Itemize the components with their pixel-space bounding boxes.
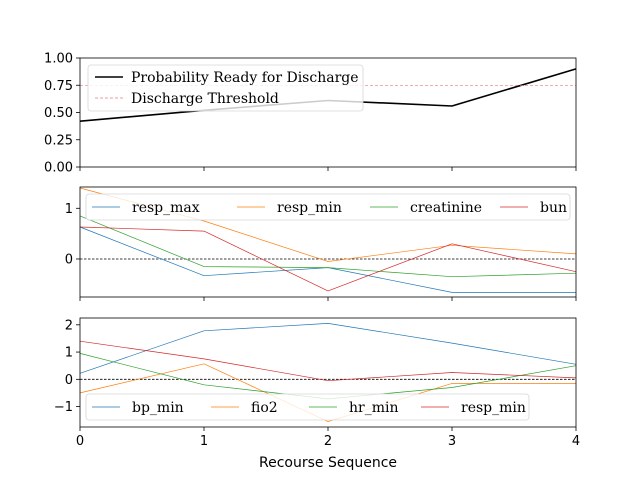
legend-label: creatinine: [410, 200, 482, 216]
legend: Probability Ready for Discharge Discharge…: [87, 64, 364, 112]
legend-box: [87, 64, 364, 112]
legend-label: resp_min: [277, 200, 342, 216]
y-tick-label: 0: [65, 252, 73, 267]
legend-label: resp_min: [461, 400, 526, 416]
panel-probability: 0.00 0.25 0.50 0.75 1.00 Probability Ready fo…: [44, 52, 577, 176]
legend-box: [85, 193, 571, 221]
y-tick-label: 1.00: [44, 52, 73, 67]
y-tick-label: 2: [65, 318, 73, 333]
x-axis-label: Recourse Sequence: [259, 455, 397, 471]
y-tick-label: 1: [65, 202, 73, 217]
series-line-bun: [79, 226, 577, 292]
panel-features-b: −1 0 1 2 0 1 2 3 4 bp_min fio2 hr_min resp_min: [54, 317, 580, 449]
legend-label: bp_min: [132, 400, 184, 416]
x-tick-label: 0: [76, 434, 84, 449]
y-tick-label: 0.75: [44, 79, 73, 94]
x-tick-label: 4: [572, 434, 580, 449]
x-tick-label: 2: [324, 434, 332, 449]
legend-label: fio2: [251, 400, 278, 416]
x-tick-label: 1: [200, 434, 208, 449]
y-tick-label: 0.00: [44, 161, 73, 176]
series-line-resp-min: [79, 340, 577, 382]
y-tick-label: 0: [65, 373, 73, 388]
x-tick-label: 3: [448, 434, 456, 449]
legend-label: bun: [540, 200, 567, 216]
y-tick-label: 0.50: [44, 106, 73, 121]
series-line-creatinine: [79, 215, 577, 278]
legend: bp_min fio2 hr_min resp_min: [85, 393, 530, 421]
series-line-bp-min: [79, 323, 577, 374]
panel-features-a: 0 1 resp_max resp_min creatinine bun: [65, 186, 577, 301]
y-tick-label: 1: [65, 346, 73, 361]
y-tick-label: 0.25: [44, 133, 73, 148]
series-line-fio2: [79, 363, 576, 422]
legend-label: resp_max: [132, 200, 200, 216]
legend: resp_max resp_min creatinine bun: [85, 193, 571, 221]
y-tick-label: −1: [54, 400, 73, 415]
legend-label: hr_min: [349, 400, 398, 416]
legend-box: [85, 393, 530, 421]
legend-label: Discharge Threshold: [131, 91, 279, 107]
legend-label: Probability Ready for Discharge: [131, 70, 359, 86]
